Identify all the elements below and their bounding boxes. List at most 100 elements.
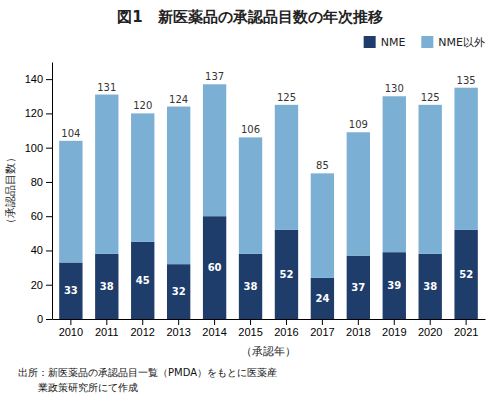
tick-mark bbox=[46, 182, 52, 183]
y-axis-title: （承認品目数） bbox=[4, 152, 17, 229]
data-label: 52 bbox=[280, 269, 294, 280]
tick: 140 bbox=[25, 73, 52, 85]
bar bbox=[131, 113, 154, 242]
bar bbox=[347, 132, 370, 255]
axis-line bbox=[53, 319, 486, 320]
bar bbox=[275, 230, 298, 319]
total-label: 85 bbox=[316, 160, 329, 171]
bar bbox=[454, 88, 477, 230]
bars bbox=[59, 84, 478, 319]
bar bbox=[167, 107, 190, 265]
tick: 2012 bbox=[130, 319, 154, 338]
bar bbox=[167, 264, 190, 319]
tick: 2021 bbox=[454, 319, 478, 338]
total-label: 106 bbox=[241, 124, 260, 135]
bar bbox=[419, 105, 442, 254]
tick: 2017 bbox=[310, 319, 334, 338]
bar bbox=[95, 254, 118, 319]
tick: 120 bbox=[25, 107, 52, 119]
tick: 100 bbox=[25, 142, 52, 154]
tick-mark bbox=[46, 113, 52, 114]
total-label: 135 bbox=[457, 75, 476, 86]
tick: 2011 bbox=[95, 319, 119, 338]
tick-mark bbox=[142, 319, 143, 325]
data-label: 38 bbox=[100, 281, 114, 292]
bar bbox=[203, 216, 226, 319]
tick-label: 140 bbox=[25, 73, 43, 85]
tick-label: 2019 bbox=[382, 326, 406, 338]
bar bbox=[383, 252, 406, 319]
legend-label: NME以外 bbox=[438, 36, 485, 49]
legend: NME NME以外 bbox=[364, 36, 485, 49]
tick-label: 2014 bbox=[202, 326, 226, 338]
tick-label: 2016 bbox=[274, 326, 298, 338]
tick-label: 100 bbox=[25, 142, 43, 154]
legend-swatch bbox=[421, 36, 433, 48]
data-label: 45 bbox=[136, 275, 150, 286]
tick-label: 2020 bbox=[418, 326, 442, 338]
plot: 0204060801001201402010201120122013201420… bbox=[25, 63, 486, 338]
tick-label: 2011 bbox=[95, 326, 119, 338]
bar bbox=[419, 254, 442, 319]
tick: 2016 bbox=[274, 319, 298, 338]
tick: 2013 bbox=[166, 319, 190, 338]
data-label: 52 bbox=[459, 269, 473, 280]
total-label: 125 bbox=[421, 92, 440, 103]
legend-label: NME bbox=[381, 36, 406, 49]
y-axis: 0 20 40 60 80 100 120 140 bbox=[25, 63, 53, 326]
legend-item: NME bbox=[364, 36, 406, 49]
total-label: 120 bbox=[133, 100, 152, 111]
tick-label: 2015 bbox=[238, 326, 262, 338]
series bbox=[59, 216, 478, 319]
tick: 2014 bbox=[202, 319, 226, 338]
x-axis: 2010 2011 2012 2013 2014 2015 2016 2017 2018 2019… bbox=[53, 319, 486, 338]
total-label: 109 bbox=[349, 119, 368, 130]
tick-label: 2021 bbox=[454, 326, 478, 338]
tick-label: 2018 bbox=[346, 326, 370, 338]
tick-mark bbox=[322, 319, 323, 325]
tick-mark bbox=[394, 319, 395, 325]
annotation: 業政策研究所にて作成 bbox=[18, 382, 138, 393]
tick-mark bbox=[46, 319, 52, 320]
tick-mark bbox=[46, 285, 52, 286]
data-label: 38 bbox=[244, 281, 258, 292]
bar bbox=[311, 278, 334, 319]
total-label: 131 bbox=[97, 82, 116, 93]
tick-mark bbox=[178, 319, 179, 325]
tick: 2018 bbox=[346, 319, 370, 338]
tick-mark bbox=[106, 319, 107, 325]
chart: 図1 新医薬品の承認品目数の年次推移0204060801001201402010… bbox=[0, 0, 500, 399]
bar bbox=[59, 141, 82, 263]
tick: 20 bbox=[31, 279, 52, 291]
bar bbox=[275, 105, 298, 230]
tick: 2015 bbox=[238, 319, 262, 338]
bar bbox=[59, 262, 82, 319]
axis-line bbox=[52, 63, 53, 320]
bar bbox=[347, 256, 370, 319]
data-label: 60 bbox=[208, 262, 222, 273]
data-label: 33 bbox=[64, 285, 78, 296]
tick-label: 2017 bbox=[310, 326, 334, 338]
tick: 80 bbox=[31, 176, 52, 188]
tick-label: 20 bbox=[31, 279, 43, 291]
x-axis-title: （承認年） bbox=[241, 345, 296, 358]
total-label: 137 bbox=[205, 71, 224, 82]
tick: 0 bbox=[37, 313, 52, 325]
tick: 2020 bbox=[418, 319, 442, 338]
tick: 2010 bbox=[59, 319, 83, 338]
tick: 60 bbox=[31, 210, 52, 222]
annotation: 出所：新医薬品の承認品目一覧（PMDA）をもとに医薬産 bbox=[18, 367, 277, 378]
tick-label: 40 bbox=[31, 244, 43, 256]
tick-label: 80 bbox=[31, 176, 43, 188]
bar bbox=[95, 95, 118, 254]
tick-mark bbox=[46, 148, 52, 149]
tick-mark bbox=[70, 319, 71, 325]
tick-mark bbox=[250, 319, 251, 325]
tick-mark bbox=[358, 319, 359, 325]
tick-mark bbox=[430, 319, 431, 325]
tick-label: 2013 bbox=[166, 326, 190, 338]
data-label: 38 bbox=[423, 281, 437, 292]
bar bbox=[239, 254, 262, 319]
data-label: 24 bbox=[315, 293, 329, 304]
tick-mark bbox=[46, 79, 52, 80]
